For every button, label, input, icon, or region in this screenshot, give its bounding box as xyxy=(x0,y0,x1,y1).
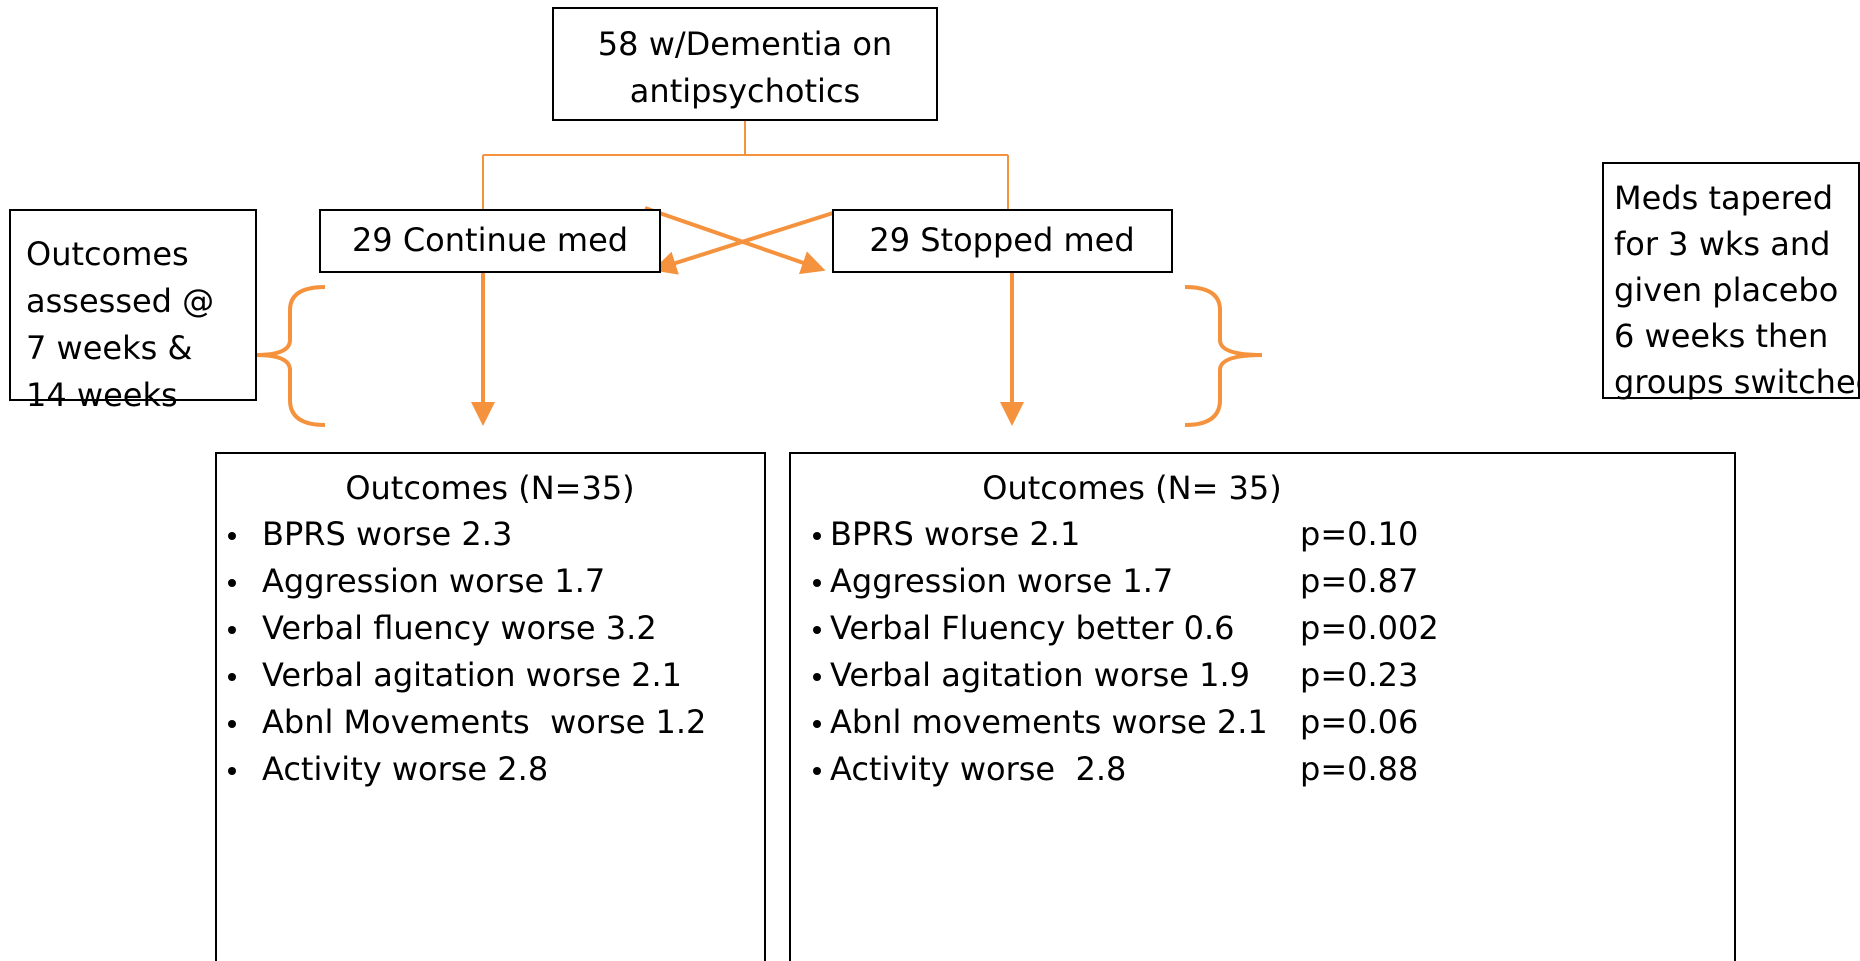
note-box xyxy=(1602,162,1860,399)
bracket xyxy=(1184,285,1263,427)
outcome-box xyxy=(789,452,1736,961)
bullet xyxy=(813,673,821,681)
bullet xyxy=(813,532,821,540)
p-value: p=0.002 xyxy=(1300,609,1439,647)
group-box xyxy=(319,209,661,273)
bullet xyxy=(228,579,236,587)
bullet xyxy=(813,579,821,587)
outcome-item: Aggression worse 1.7 xyxy=(830,562,1173,600)
bullet xyxy=(813,720,821,728)
note-text: Meds tapered xyxy=(1614,179,1833,217)
group-label: 29 Stopped med xyxy=(869,221,1134,259)
outcome-item: Verbal agitation worse 2.1 xyxy=(262,656,682,694)
note-text: assessed @ xyxy=(26,282,214,320)
crossover-arrow xyxy=(644,206,826,275)
bullet xyxy=(228,720,236,728)
split-connector xyxy=(482,120,1009,210)
p-value: p=0.06 xyxy=(1300,703,1418,741)
outcome-title: Outcomes (N=35) xyxy=(345,469,634,507)
note-text: groups switched xyxy=(1614,363,1860,401)
bullet xyxy=(228,767,236,775)
bullet xyxy=(228,673,236,681)
bullet xyxy=(813,626,821,634)
bracket xyxy=(255,285,326,427)
p-value: p=0.87 xyxy=(1300,562,1418,600)
note-text: Outcomes xyxy=(26,235,189,273)
outcome-item: Activity worse 2.8 xyxy=(830,750,1126,788)
top-box-text: antipsychotics xyxy=(630,72,860,110)
outcome-item: BPRS worse 2.1 xyxy=(830,515,1080,553)
top-box-text: 58 w/Dementia on xyxy=(598,25,892,63)
note-text: 14 weeks xyxy=(26,376,178,414)
top-box xyxy=(552,7,938,121)
outcome-item: Verbal agitation worse 1.9 xyxy=(830,656,1250,694)
note-text: 6 weeks then xyxy=(1614,317,1828,355)
outcome-item: Abnl Movements worse 1.2 xyxy=(262,703,706,741)
outcome-title: Outcomes (N= 35) xyxy=(982,469,1282,507)
note-text: 7 weeks & xyxy=(26,329,192,367)
note-text: for 3 wks and xyxy=(1614,225,1830,263)
p-value: p=0.10 xyxy=(1300,515,1418,553)
outcome-box xyxy=(215,452,766,961)
outcome-item: Verbal fluency worse 3.2 xyxy=(262,609,657,647)
crossover-arrow xyxy=(652,211,834,275)
bullet xyxy=(813,767,821,775)
group-label: 29 Continue med xyxy=(352,221,628,259)
bullet xyxy=(228,532,236,540)
outcome-item: Verbal Fluency better 0.6 xyxy=(830,609,1234,647)
outcome-item: Aggression worse 1.7 xyxy=(262,562,605,600)
p-value: p=0.88 xyxy=(1300,750,1418,788)
p-value: p=0.23 xyxy=(1300,656,1418,694)
note-text: given placebo xyxy=(1614,271,1838,309)
outcome-item: Activity worse 2.8 xyxy=(262,750,548,788)
bullet xyxy=(228,626,236,634)
outcome-item: Abnl movements worse 2.1 xyxy=(830,703,1268,741)
group-box xyxy=(832,209,1173,273)
outcome-item: BPRS worse 2.3 xyxy=(262,515,512,553)
note-box xyxy=(9,209,257,401)
